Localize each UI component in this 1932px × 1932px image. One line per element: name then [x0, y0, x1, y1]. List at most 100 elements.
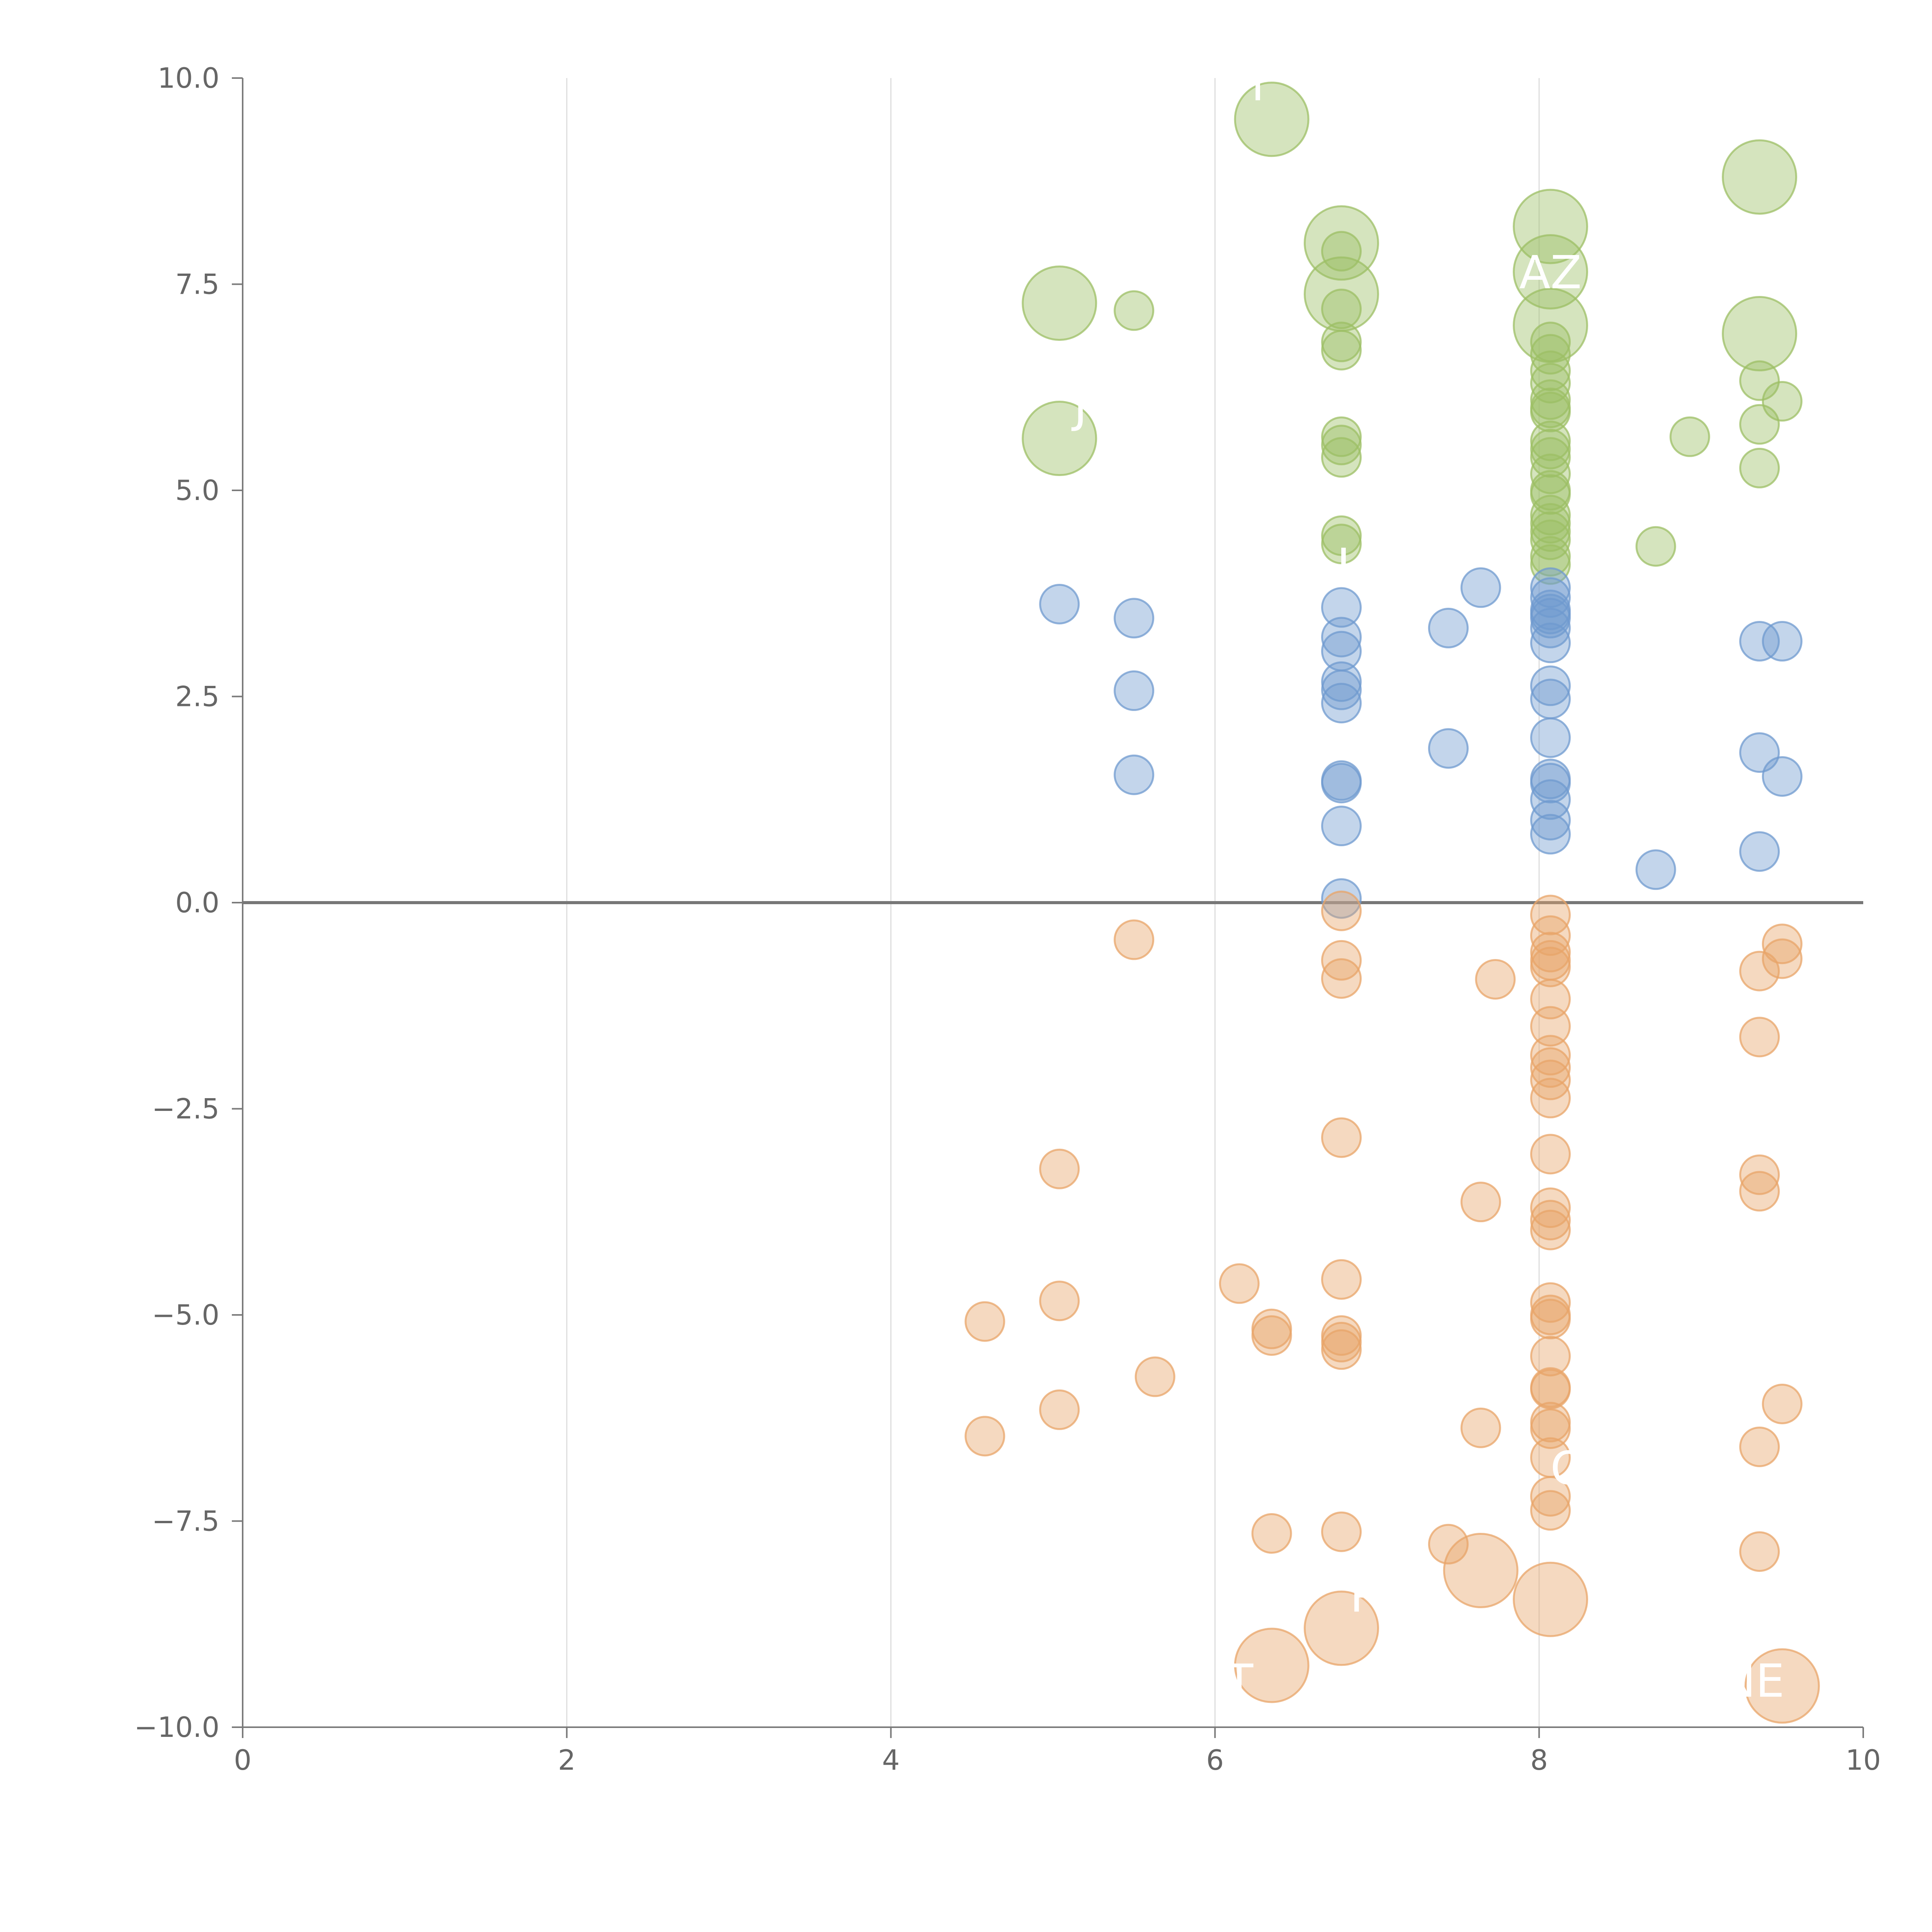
- axes: 0 2 4 6 8 10 10.0 7.5 5.0 2.5 0.0 −2.5 −5.0 −7.5 −10.0: [134, 62, 1881, 1776]
- data-point: [1762, 1383, 1803, 1424]
- data-point: [1530, 1209, 1571, 1250]
- data-point: [1530, 391, 1571, 432]
- data-point: [1321, 940, 1362, 981]
- data-point: [1428, 728, 1469, 769]
- data-point: [1530, 779, 1571, 820]
- data-point: [1321, 683, 1362, 724]
- data-point: [1530, 717, 1571, 758]
- x-tick-label: 8: [1530, 1744, 1548, 1776]
- data-point: [1321, 878, 1362, 919]
- data-point: [1635, 849, 1676, 890]
- data-point: [1321, 763, 1362, 804]
- data-point: [1530, 915, 1571, 956]
- data-point: [1739, 1171, 1780, 1212]
- data-point: [1530, 622, 1571, 663]
- data-point: [1722, 296, 1798, 372]
- data-point: [1039, 1281, 1080, 1321]
- data-point: [1039, 1389, 1080, 1430]
- point-label: NE: [1721, 1654, 1784, 1708]
- data-point: [1530, 1336, 1571, 1377]
- data-point: [1530, 1187, 1571, 1228]
- data-point: [1530, 511, 1571, 552]
- x-tick-label: 2: [558, 1744, 576, 1776]
- data-point: [1530, 1476, 1571, 1517]
- data-point: [1530, 1490, 1571, 1531]
- data-point: [1530, 495, 1571, 536]
- data-point: [1321, 669, 1362, 710]
- data-point: [1321, 330, 1362, 371]
- x-tick-label: 6: [1206, 1744, 1224, 1776]
- data-point: [1460, 567, 1501, 608]
- x-tick-label: 10: [1845, 1744, 1881, 1776]
- data-point: [1530, 453, 1571, 494]
- data-point: [1530, 437, 1571, 478]
- data-point: [1530, 334, 1571, 375]
- data-point: [1530, 544, 1571, 585]
- data-point: [1513, 1561, 1588, 1637]
- data-point: [1321, 425, 1362, 466]
- data-point: [1114, 754, 1155, 795]
- data-point: [1530, 429, 1571, 469]
- point-label: Q: [1550, 1441, 1586, 1495]
- data-point: [1114, 919, 1155, 960]
- data-point: [1530, 1035, 1571, 1076]
- y-tick-label: −2.5: [152, 1093, 219, 1125]
- data-point: [1513, 189, 1588, 264]
- data-point: [1475, 959, 1516, 1000]
- point-label: H: [1230, 58, 1265, 111]
- y-tick-label: −10.0: [134, 1711, 219, 1743]
- y-tick-label: 10.0: [158, 62, 219, 94]
- data-point: [1251, 1513, 1292, 1554]
- data-point: [1530, 1299, 1571, 1340]
- data-point: [1762, 938, 1803, 979]
- data-point: [1321, 1117, 1362, 1158]
- data-point: [1039, 583, 1080, 624]
- data-point: [1039, 1148, 1080, 1189]
- data-point: [1530, 679, 1571, 719]
- data-point: [1530, 1282, 1571, 1323]
- data-point: [1234, 1628, 1310, 1703]
- data-point: [1321, 587, 1362, 628]
- data-point: [1134, 1356, 1175, 1397]
- data-point: [1530, 932, 1571, 973]
- data-points: [964, 82, 1820, 1724]
- data-point: [1530, 503, 1571, 544]
- data-point: [1530, 814, 1571, 855]
- data-point: [1739, 831, 1780, 872]
- y-tick-label: −7.5: [152, 1505, 219, 1537]
- data-point: [1530, 665, 1571, 706]
- data-point: [1739, 1017, 1780, 1058]
- data-point: [1530, 607, 1571, 648]
- point-label: R: [1350, 1569, 1381, 1622]
- data-point: [1251, 1315, 1292, 1356]
- point-labels: H AZ J L Q R T NE: [1071, 58, 1784, 1708]
- data-point: [1530, 1134, 1571, 1175]
- data-point: [1460, 1182, 1501, 1223]
- data-point: [1530, 1200, 1571, 1241]
- data-point: [1739, 447, 1780, 488]
- data-point: [1635, 526, 1676, 567]
- data-point: [1321, 231, 1362, 272]
- data-point: [1321, 515, 1362, 556]
- data-point: [1321, 890, 1362, 931]
- data-point: [1739, 1154, 1780, 1195]
- data-point: [1428, 1524, 1469, 1565]
- data-point: [964, 1301, 1005, 1342]
- data-point: [1530, 800, 1571, 841]
- data-point: [1530, 946, 1571, 987]
- x-tick-label: 4: [882, 1744, 900, 1776]
- data-point: [1114, 670, 1155, 711]
- data-point: [1669, 416, 1710, 457]
- data-point: [1530, 598, 1571, 639]
- data-point: [1460, 1407, 1501, 1448]
- y-tick-label: 7.5: [175, 268, 219, 301]
- data-point: [1321, 1259, 1362, 1300]
- data-point: [1234, 82, 1310, 157]
- data-point: [1022, 265, 1097, 341]
- y-tick-label: 5.0: [175, 474, 219, 507]
- point-label: J: [1071, 379, 1087, 433]
- data-point: [964, 1416, 1005, 1457]
- point-label: AZ: [1519, 246, 1582, 299]
- data-point: [1321, 958, 1362, 999]
